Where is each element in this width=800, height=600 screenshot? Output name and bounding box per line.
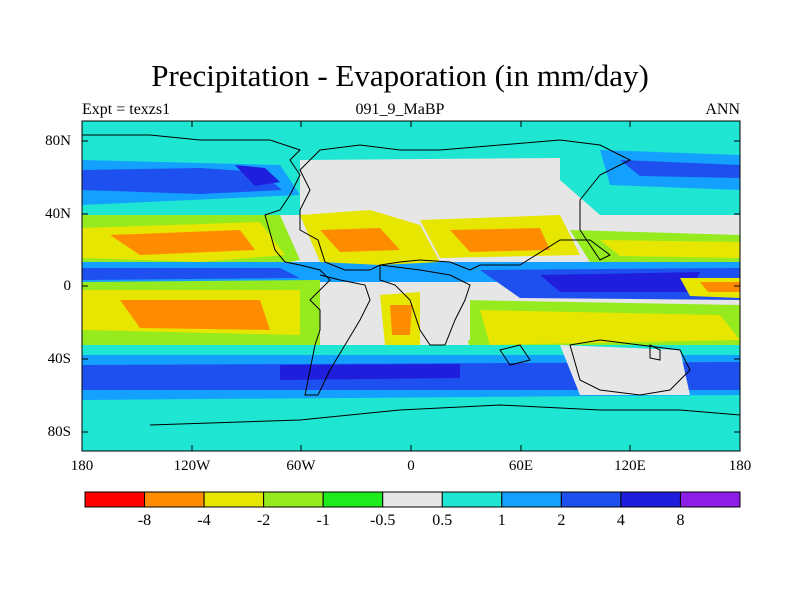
colorbar-level-label: 0.5: [432, 512, 453, 529]
colorbar-swatch: [441, 491, 503, 508]
lat-label-0: 0: [63, 278, 72, 294]
lon-label-120e: 120E: [614, 458, 646, 474]
lon-label-60e: 60E: [508, 458, 534, 474]
lon-label-0: 0: [407, 458, 415, 474]
lat-label-40n: 40N: [45, 206, 71, 222]
lat-label-80s: 80S: [47, 424, 71, 440]
colorbar-swatch: [84, 491, 146, 508]
colorbar-level-label: -0.5: [370, 512, 396, 529]
lon-label-180e: 180: [728, 458, 752, 474]
colorbar-level-label: 2: [557, 512, 566, 529]
colorbar-swatch: [144, 491, 205, 508]
colorbar-swatch: [679, 491, 741, 508]
colorbar-level-label: 1: [497, 512, 506, 529]
colorbar-swatch: [322, 491, 384, 508]
colorbar-swatch: [263, 491, 324, 508]
season-label: ANN: [705, 101, 740, 118]
colorbar-level-label: -8: [137, 512, 152, 529]
field-layer: [82, 121, 740, 451]
colorbar-level-label: -1: [316, 512, 330, 529]
experiment-label: Expt = texzs1: [82, 101, 171, 118]
colorbar-level-label: -2: [256, 512, 271, 529]
colorbar-swatch: [501, 491, 562, 508]
axis-ticks: [81, 121, 741, 451]
lat-label-80n: 80N: [45, 133, 71, 149]
lon-label-180w: 180: [70, 458, 94, 474]
colorbar-level-label: -4: [197, 512, 211, 529]
colorbar: [84, 491, 741, 508]
colorbar-swatch: [382, 491, 443, 508]
lat-label-40s: 40S: [47, 351, 71, 367]
colorbar-swatch: [560, 491, 622, 508]
colorbar-swatch: [620, 491, 681, 508]
lon-label-120w: 120W: [173, 458, 211, 474]
lon-label-60w: 60W: [286, 458, 316, 474]
coastlines: [82, 134, 741, 426]
case-label: 091_9_MaBP: [355, 101, 445, 118]
colorbar-level-label: 8: [676, 512, 685, 529]
colorbar-swatch: [203, 491, 265, 508]
chart-title: Precipitation - Evaporation (in mm/day): [151, 58, 649, 93]
colorbar-level-label: 4: [616, 512, 625, 529]
